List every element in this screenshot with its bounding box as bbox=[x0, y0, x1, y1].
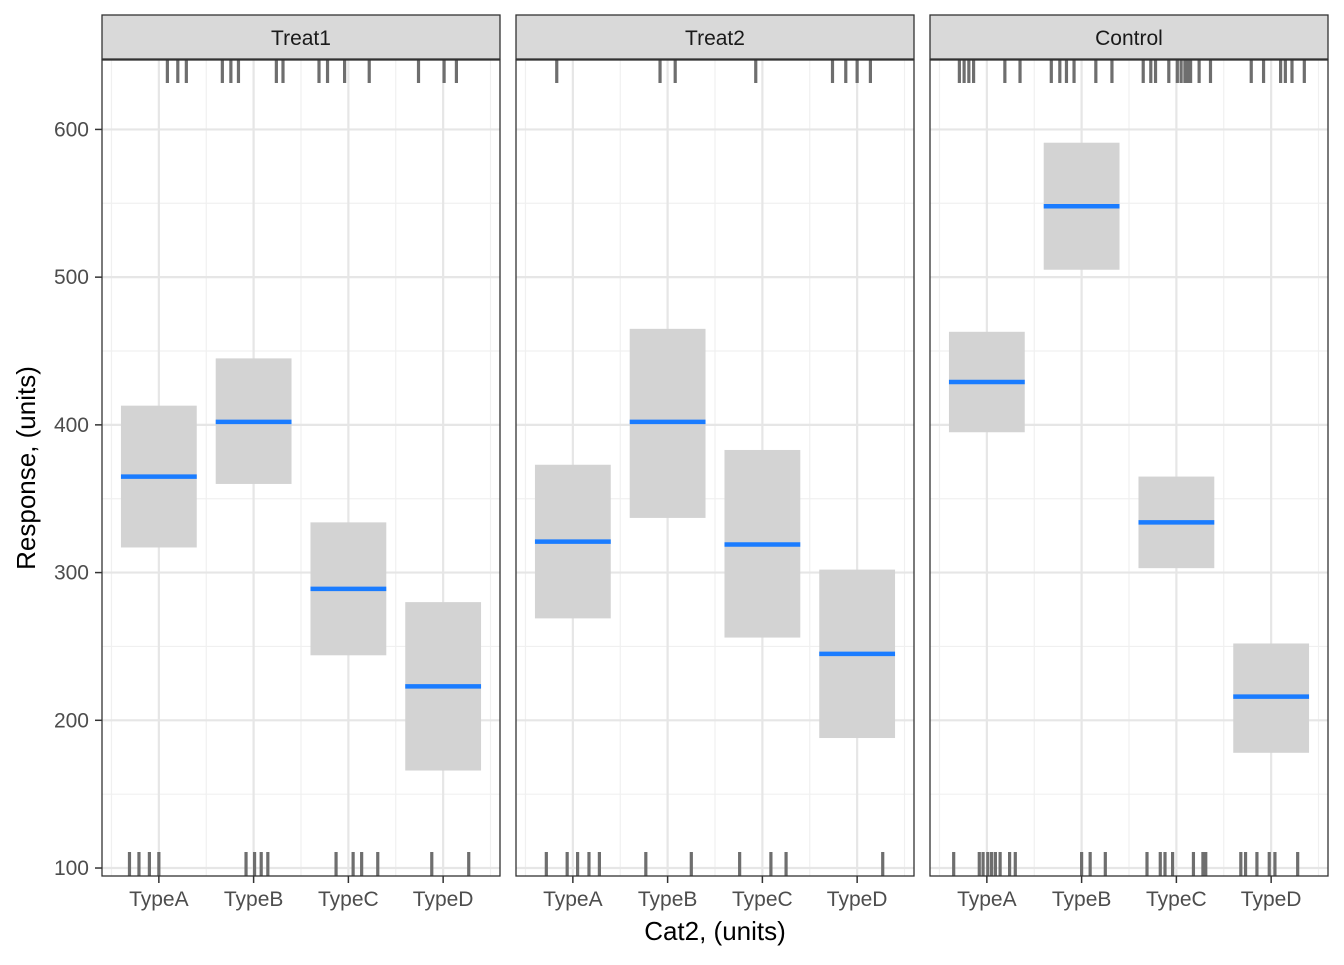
y-tick-label: 100 bbox=[54, 857, 89, 880]
panel-control: Control TypeA TypeB TypeC TypeD bbox=[929, 14, 1329, 911]
y-tick-label: 200 bbox=[54, 709, 89, 732]
y-tick-label: 500 bbox=[54, 266, 89, 289]
x-tick-label: TypeD bbox=[827, 888, 888, 911]
panel-border bbox=[515, 59, 915, 877]
y-tick-label: 600 bbox=[54, 118, 89, 141]
facet-strip bbox=[929, 14, 1329, 60]
facet-strip-label: Control bbox=[1095, 27, 1163, 50]
panel-border bbox=[929, 59, 1329, 877]
x-tick-label: TypeD bbox=[1241, 888, 1302, 911]
panels: Treat1 TypeA TypeB TypeC TypeD Treat2 TypeA Typ… bbox=[101, 14, 1329, 911]
panel-treat1: Treat1 TypeA TypeB TypeC TypeD bbox=[101, 14, 501, 911]
facet-strip-label: Treat1 bbox=[271, 27, 331, 50]
x-tick-label: TypeB bbox=[224, 888, 284, 911]
facet-strip-label: Treat2 bbox=[685, 27, 745, 50]
y-tick-label: 300 bbox=[54, 562, 89, 585]
x-tick-label: TypeB bbox=[1052, 888, 1112, 911]
x-tick-label: TypeA bbox=[957, 888, 1017, 911]
x-tick-label: TypeC bbox=[1146, 888, 1207, 911]
x-tick-label: TypeB bbox=[638, 888, 698, 911]
x-axis-title: Cat2, (units) bbox=[644, 916, 786, 946]
x-tick-label: TypeA bbox=[129, 888, 189, 911]
y-tick-label: 400 bbox=[54, 414, 89, 437]
y-axis: 100 200 300 400 500 600 bbox=[54, 118, 102, 880]
x-tick-label: TypeC bbox=[732, 888, 793, 911]
y-axis-title: Response, (units) bbox=[11, 366, 41, 570]
x-tick-label: TypeC bbox=[318, 888, 379, 911]
x-tick-label: TypeD bbox=[413, 888, 474, 911]
panel-treat2: Treat2 TypeA TypeB TypeC TypeD bbox=[515, 14, 915, 911]
panel-border bbox=[101, 59, 501, 877]
facet-strip bbox=[515, 14, 915, 60]
x-tick-label: TypeA bbox=[543, 888, 603, 911]
facet-strip bbox=[101, 14, 501, 60]
